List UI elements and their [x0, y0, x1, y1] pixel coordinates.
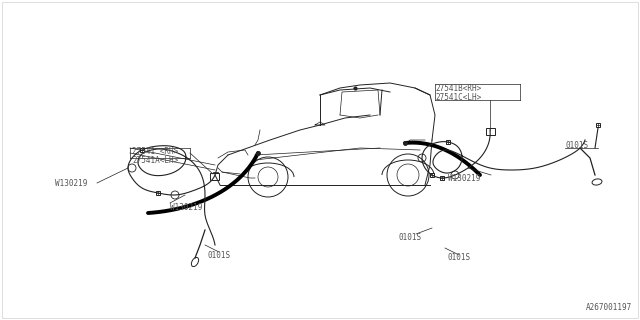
- Text: 0101S: 0101S: [565, 140, 588, 149]
- Text: 27541A<LH>: 27541A<LH>: [132, 156, 179, 164]
- Text: W130219: W130219: [55, 179, 88, 188]
- Bar: [140, 148, 144, 152]
- Text: A267001197: A267001197: [586, 303, 632, 312]
- Bar: [430, 173, 434, 177]
- Bar: [440, 176, 444, 180]
- Bar: [156, 191, 160, 195]
- Bar: [213, 172, 218, 177]
- Text: 27541 <RH>: 27541 <RH>: [132, 147, 179, 156]
- Text: 27541B<RH>: 27541B<RH>: [435, 84, 481, 92]
- Bar: [210, 173, 219, 180]
- Text: W130219: W130219: [448, 173, 481, 182]
- Bar: [596, 123, 600, 127]
- Bar: [486, 128, 495, 135]
- Bar: [446, 140, 450, 144]
- Text: 0101S: 0101S: [398, 233, 421, 242]
- Ellipse shape: [592, 179, 602, 185]
- Text: 0101S: 0101S: [207, 251, 230, 260]
- Text: 27541C<LH>: 27541C<LH>: [435, 92, 481, 101]
- Text: W130219: W130219: [170, 203, 202, 212]
- Text: 0101S: 0101S: [447, 253, 470, 262]
- Ellipse shape: [191, 257, 198, 267]
